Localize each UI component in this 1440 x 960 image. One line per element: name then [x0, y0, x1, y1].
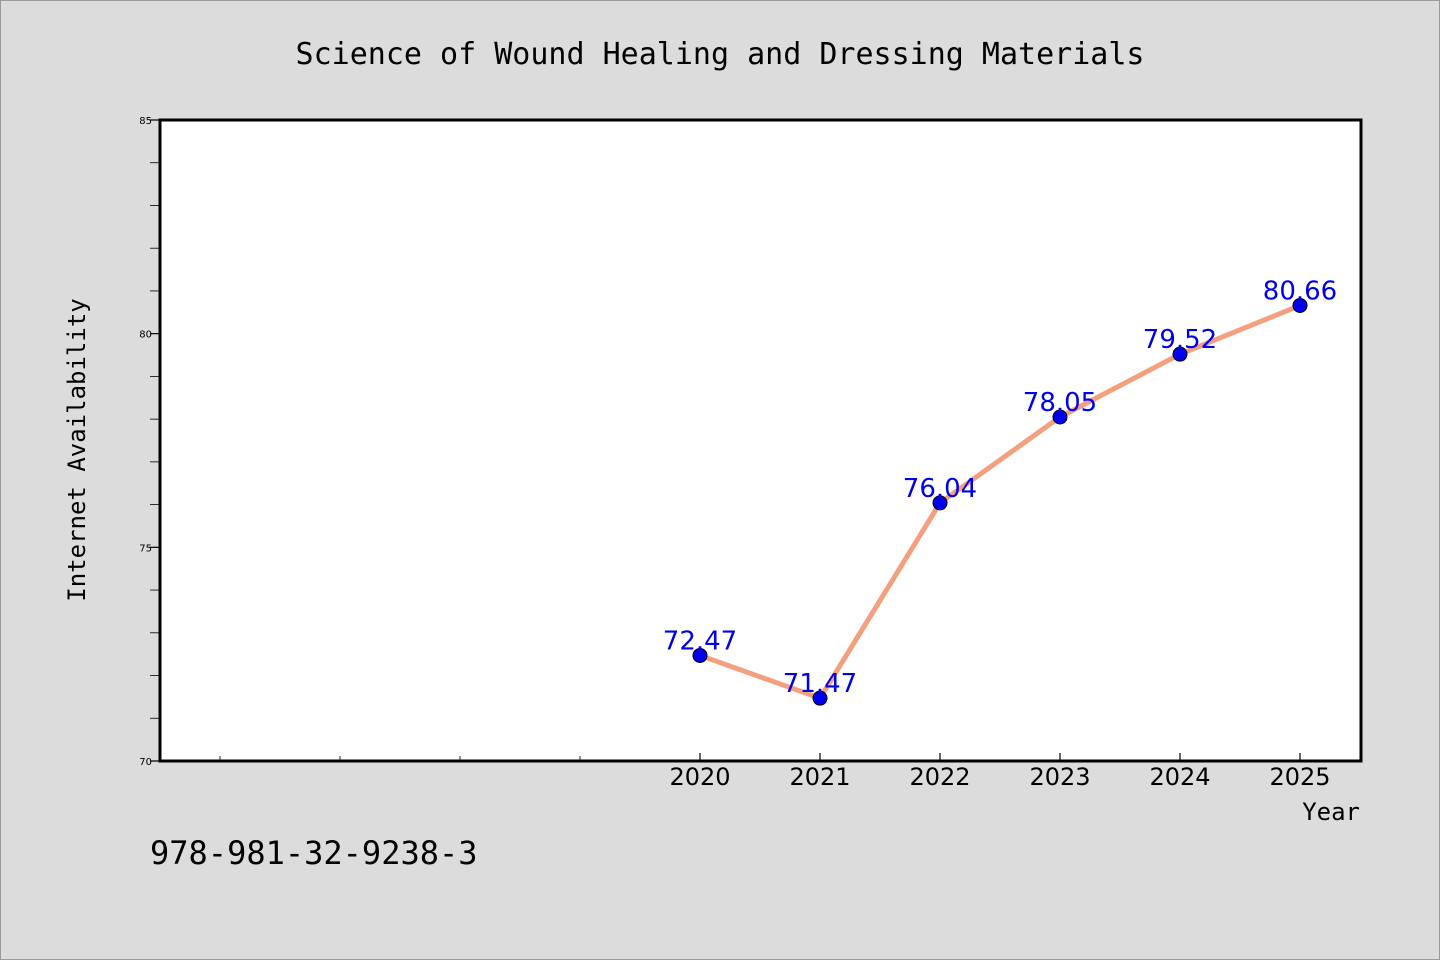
data-point	[1172, 346, 1188, 362]
chart-title: Science of Wound Healing and Dressing Ma…	[296, 37, 1145, 72]
data-point	[1052, 409, 1068, 425]
x-axis: 2020 2021 2022 2023 2024 2025	[219, 753, 1331, 791]
y-axis-label: Internet Availability	[63, 298, 91, 601]
y-axis: 70 75 80 85	[139, 116, 160, 768]
x-tick-label: 2021	[789, 763, 850, 791]
series-line	[697, 302, 1303, 701]
data-point	[932, 495, 948, 511]
plot-border	[158, 118, 1363, 763]
data-point	[692, 647, 708, 663]
isbn-text: 978-981-32-9238-3	[150, 834, 478, 872]
data-label: 71.47	[783, 669, 857, 699]
x-tick-label: 2025	[1269, 763, 1330, 791]
y-tick-label: 85	[139, 116, 152, 127]
x-tick-label: 2023	[1029, 763, 1090, 791]
data-label: 78.05	[1023, 388, 1097, 418]
y-tick-label: 75	[139, 543, 152, 554]
data-point	[812, 690, 828, 706]
y-tick-label: 70	[139, 757, 152, 768]
x-tick-label: 2022	[909, 763, 970, 791]
data-label: 80.66	[1263, 276, 1337, 306]
data-label: 76.04	[903, 474, 977, 504]
x-axis-label: Year	[1302, 798, 1360, 826]
data-point	[1292, 297, 1308, 313]
data-label: 72.47	[663, 626, 737, 656]
plot-area	[160, 120, 1361, 761]
data-label: 79.52	[1143, 325, 1217, 355]
x-tick-label: 2024	[1149, 763, 1210, 791]
series-internet-availability: 72.47 71.47 76.04 78.05 79.52 80.66	[663, 276, 1337, 706]
x-tick-label: 2020	[669, 763, 730, 791]
y-tick-label: 80	[139, 330, 152, 341]
